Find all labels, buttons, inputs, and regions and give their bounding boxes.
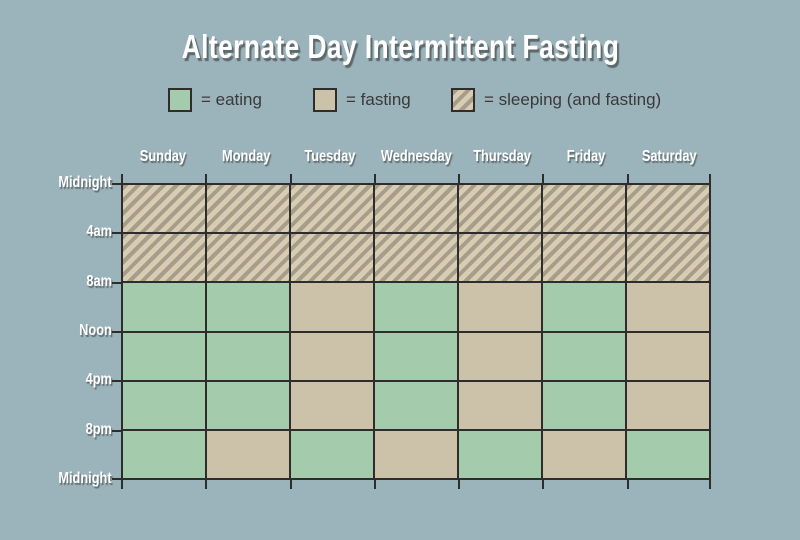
left-tick-2 [112, 282, 121, 284]
cell-tuesday-row0-sleeping [291, 185, 373, 233]
bottom-tick-7 [709, 480, 711, 489]
cell-friday-row0-sleeping [543, 185, 625, 233]
cell-tuesday-row4-fasting [291, 381, 373, 429]
legend-label-fasting: = fasting [346, 90, 411, 109]
bottom-tick-4 [458, 480, 460, 489]
left-tick-3 [112, 331, 121, 333]
cell-monday-row4-eating [207, 381, 289, 429]
cell-saturday-row4-fasting [627, 381, 709, 429]
cell-saturday-row3-fasting [627, 332, 709, 380]
bottom-tick-5 [542, 480, 544, 489]
cell-wednesday-row4-eating [375, 381, 457, 429]
bottom-tick-1 [205, 480, 207, 489]
left-tick-5 [112, 430, 121, 432]
cell-tuesday-row3-fasting [291, 332, 373, 380]
legend-item-eating: = eating [168, 88, 262, 112]
time-label-4-4pm: 4pm [85, 371, 112, 388]
day-label-tuesday: Tuesday [304, 148, 356, 165]
cell-wednesday-row1-sleeping [375, 234, 457, 282]
time-label-3-noon: Noon [79, 322, 112, 339]
top-tick-0 [121, 174, 123, 183]
legend-swatch-fasting-icon [313, 88, 337, 112]
bottom-tick-6 [627, 480, 629, 489]
left-tick-1 [112, 232, 121, 234]
cell-monday-row5-fasting [207, 430, 289, 478]
legend-label-eating: = eating [201, 90, 262, 109]
cell-monday-row0-sleeping [207, 185, 289, 233]
time-label-0-midnight: Midnight [58, 174, 112, 191]
legend-swatch-sleeping-icon [451, 88, 475, 112]
chart-title: Alternate Day Intermittent Fasting [0, 28, 800, 66]
cell-wednesday-row3-eating [375, 332, 457, 380]
cell-thursday-row4-fasting [459, 381, 541, 429]
day-header-row: Sunday Monday Tuesday Wednesday Thursday Frid… [121, 146, 711, 168]
cell-sunday-row1-sleeping [123, 234, 205, 282]
top-tick-2 [290, 174, 292, 183]
left-tick-4 [112, 380, 121, 382]
schedule-grid [121, 183, 711, 480]
cell-sunday-row2-eating [123, 283, 205, 331]
cell-tuesday-row1-sleeping [291, 234, 373, 282]
top-tick-3 [374, 174, 376, 183]
cell-tuesday-row5-eating [291, 430, 373, 478]
cell-saturday-row5-eating [627, 430, 709, 478]
bottom-tick-3 [374, 480, 376, 489]
cell-wednesday-row5-fasting [375, 430, 457, 478]
cell-monday-row2-eating [207, 283, 289, 331]
day-label-monday: Monday [222, 148, 271, 165]
top-tick-6 [627, 174, 629, 183]
cell-saturday-row2-fasting [627, 283, 709, 331]
day-label-wednesday: Wednesday [380, 148, 452, 165]
cell-thursday-row5-eating [459, 430, 541, 478]
day-label-saturday: Saturday [641, 148, 697, 165]
cell-monday-row3-eating [207, 332, 289, 380]
time-label-2-8am: 8am [86, 273, 112, 290]
cell-friday-row1-sleeping [543, 234, 625, 282]
cell-sunday-row3-eating [123, 332, 205, 380]
cell-wednesday-row2-eating [375, 283, 457, 331]
cell-friday-row2-eating [543, 283, 625, 331]
time-label-5-8pm: 8pm [85, 421, 112, 438]
cell-friday-row3-eating [543, 332, 625, 380]
time-label-1-4am: 4am [86, 223, 112, 240]
cell-friday-row5-fasting [543, 430, 625, 478]
cell-thursday-row0-sleeping [459, 185, 541, 233]
bottom-tick-2 [290, 480, 292, 489]
top-tick-7 [709, 174, 711, 183]
cell-thursday-row2-fasting [459, 283, 541, 331]
cell-sunday-row0-sleeping [123, 185, 205, 233]
cell-thursday-row1-sleeping [459, 234, 541, 282]
legend-label-sleeping: = sleeping (and fasting) [484, 90, 662, 109]
cell-sunday-row5-eating [123, 430, 205, 478]
legend-item-sleeping: = sleeping (and fasting) [451, 88, 661, 112]
cell-saturday-row0-sleeping [627, 185, 709, 233]
legend-item-fasting: = fasting [313, 88, 411, 112]
cell-thursday-row3-fasting [459, 332, 541, 380]
chart-title-text: Alternate Day Intermittent Fasting [181, 28, 619, 65]
cell-monday-row1-sleeping [207, 234, 289, 282]
left-tick-6 [112, 478, 121, 480]
day-label-sunday: Sunday [139, 148, 186, 165]
cell-sunday-row4-eating [123, 381, 205, 429]
top-tick-1 [205, 174, 207, 183]
cell-saturday-row1-sleeping [627, 234, 709, 282]
cell-wednesday-row0-sleeping [375, 185, 457, 233]
day-label-friday: Friday [566, 148, 605, 165]
time-label-6-midnight: Midnight [58, 470, 112, 487]
cell-friday-row4-eating [543, 381, 625, 429]
top-tick-4 [458, 174, 460, 183]
legend-swatch-eating-icon [168, 88, 192, 112]
cell-tuesday-row2-fasting [291, 283, 373, 331]
left-tick-0 [112, 183, 121, 185]
top-tick-5 [542, 174, 544, 183]
bottom-tick-0 [121, 480, 123, 489]
day-label-thursday: Thursday [473, 148, 531, 165]
